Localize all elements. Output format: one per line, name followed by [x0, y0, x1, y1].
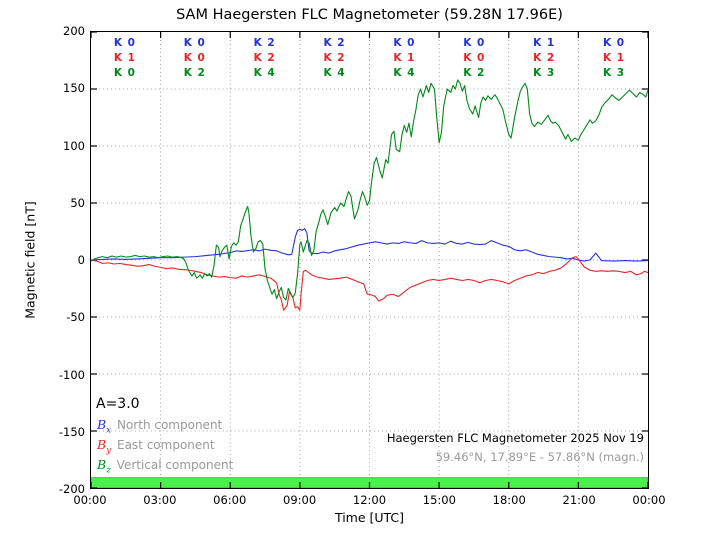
legend-item: By East component	[97, 437, 233, 457]
y-tick-label: 50	[70, 195, 85, 210]
k-index-bz-period6: K 2	[463, 67, 486, 79]
legend: Bx North component By East component Bz Verti…	[97, 417, 233, 477]
x-axis-label: Time [UTC]	[334, 510, 405, 525]
k-index-by-period7: K 2	[533, 52, 556, 64]
y-tick-label: 100	[63, 138, 85, 153]
k-index-by-period6: K 0	[463, 52, 486, 64]
k-index-by-period4: K 2	[323, 52, 346, 64]
k-index-bz-period1: K 0	[113, 67, 136, 79]
k-index-bx-period8: K 0	[603, 37, 626, 49]
plot-svg	[91, 32, 648, 488]
k-index-bz-period5: K 4	[393, 67, 416, 79]
x-tick-label: 21:00	[562, 493, 596, 507]
k-index-bz-period3: K 4	[253, 67, 276, 79]
legend-item: Bx North component	[97, 417, 233, 437]
series-bx	[91, 228, 648, 262]
series-by	[91, 256, 648, 311]
x-tick-label: 03:00	[143, 493, 177, 507]
y-tick-label: 200	[63, 24, 85, 38]
legend-symbol: Bx	[97, 417, 111, 436]
k-index-by-period5: K 1	[393, 52, 416, 64]
legend-label: East component	[117, 438, 215, 452]
x-tick-label: 00:00	[73, 493, 107, 507]
y-axis-label: Magnetic field [nT]	[22, 201, 38, 319]
station-info-line2: 59.46°N, 17.89°E - 57.86°N (magn.)	[435, 450, 644, 464]
k-index-bx-period6: K 0	[463, 37, 486, 49]
k-index-bx-period4: K 2	[323, 37, 346, 49]
x-tick-label: 00:00	[632, 493, 666, 507]
y-tick-label: -100	[58, 367, 85, 382]
y-tick-label: -200	[58, 482, 85, 496]
x-tick-label: 09:00	[283, 493, 317, 507]
station-info-line1: Haegersten FLC Magnetometer 2025 Nov 19	[386, 431, 644, 445]
k-index-bz-period7: K 3	[533, 67, 556, 79]
legend-label: Vertical component	[116, 458, 234, 472]
k-index-bz-period2: K 2	[183, 67, 206, 79]
k-index-bx-period3: K 2	[253, 37, 276, 49]
k-index-by-period2: K 0	[183, 52, 206, 64]
k-index-bx-period1: K 0	[113, 37, 136, 49]
x-tick-label: 06:00	[213, 493, 247, 507]
x-tick-label: 18:00	[492, 493, 526, 507]
k-index-bz-period8: K 3	[603, 67, 626, 79]
k-index-by-period3: K 2	[253, 52, 276, 64]
k-index-by-period8: K 1	[603, 52, 626, 64]
y-tick-label: -50	[66, 310, 85, 325]
legend-item: Bz Vertical component	[97, 457, 233, 477]
a-index-annotation: A=3.0	[96, 396, 140, 412]
x-tick-label: 15:00	[422, 493, 456, 507]
legend-label: North component	[116, 418, 223, 432]
plot-area	[90, 31, 649, 489]
k-index-bz-period4: K 4	[323, 67, 346, 79]
chart-title: SAM Haegersten FLC Magnetometer (59.28N …	[176, 7, 563, 23]
k-index-by-period1: K 1	[113, 52, 136, 64]
legend-symbol: Bz	[97, 457, 111, 476]
y-tick-label: 0	[77, 253, 85, 267]
x-tick-label: 12:00	[352, 493, 387, 507]
k-index-bx-period5: K 0	[393, 37, 416, 49]
legend-symbol: By	[97, 437, 111, 456]
y-tick-label: -150	[58, 424, 85, 439]
k-index-bx-period2: K 0	[183, 37, 206, 49]
series-bz	[91, 79, 648, 301]
k-index-bx-period7: K 1	[533, 37, 556, 49]
y-tick-label: 150	[63, 81, 85, 96]
